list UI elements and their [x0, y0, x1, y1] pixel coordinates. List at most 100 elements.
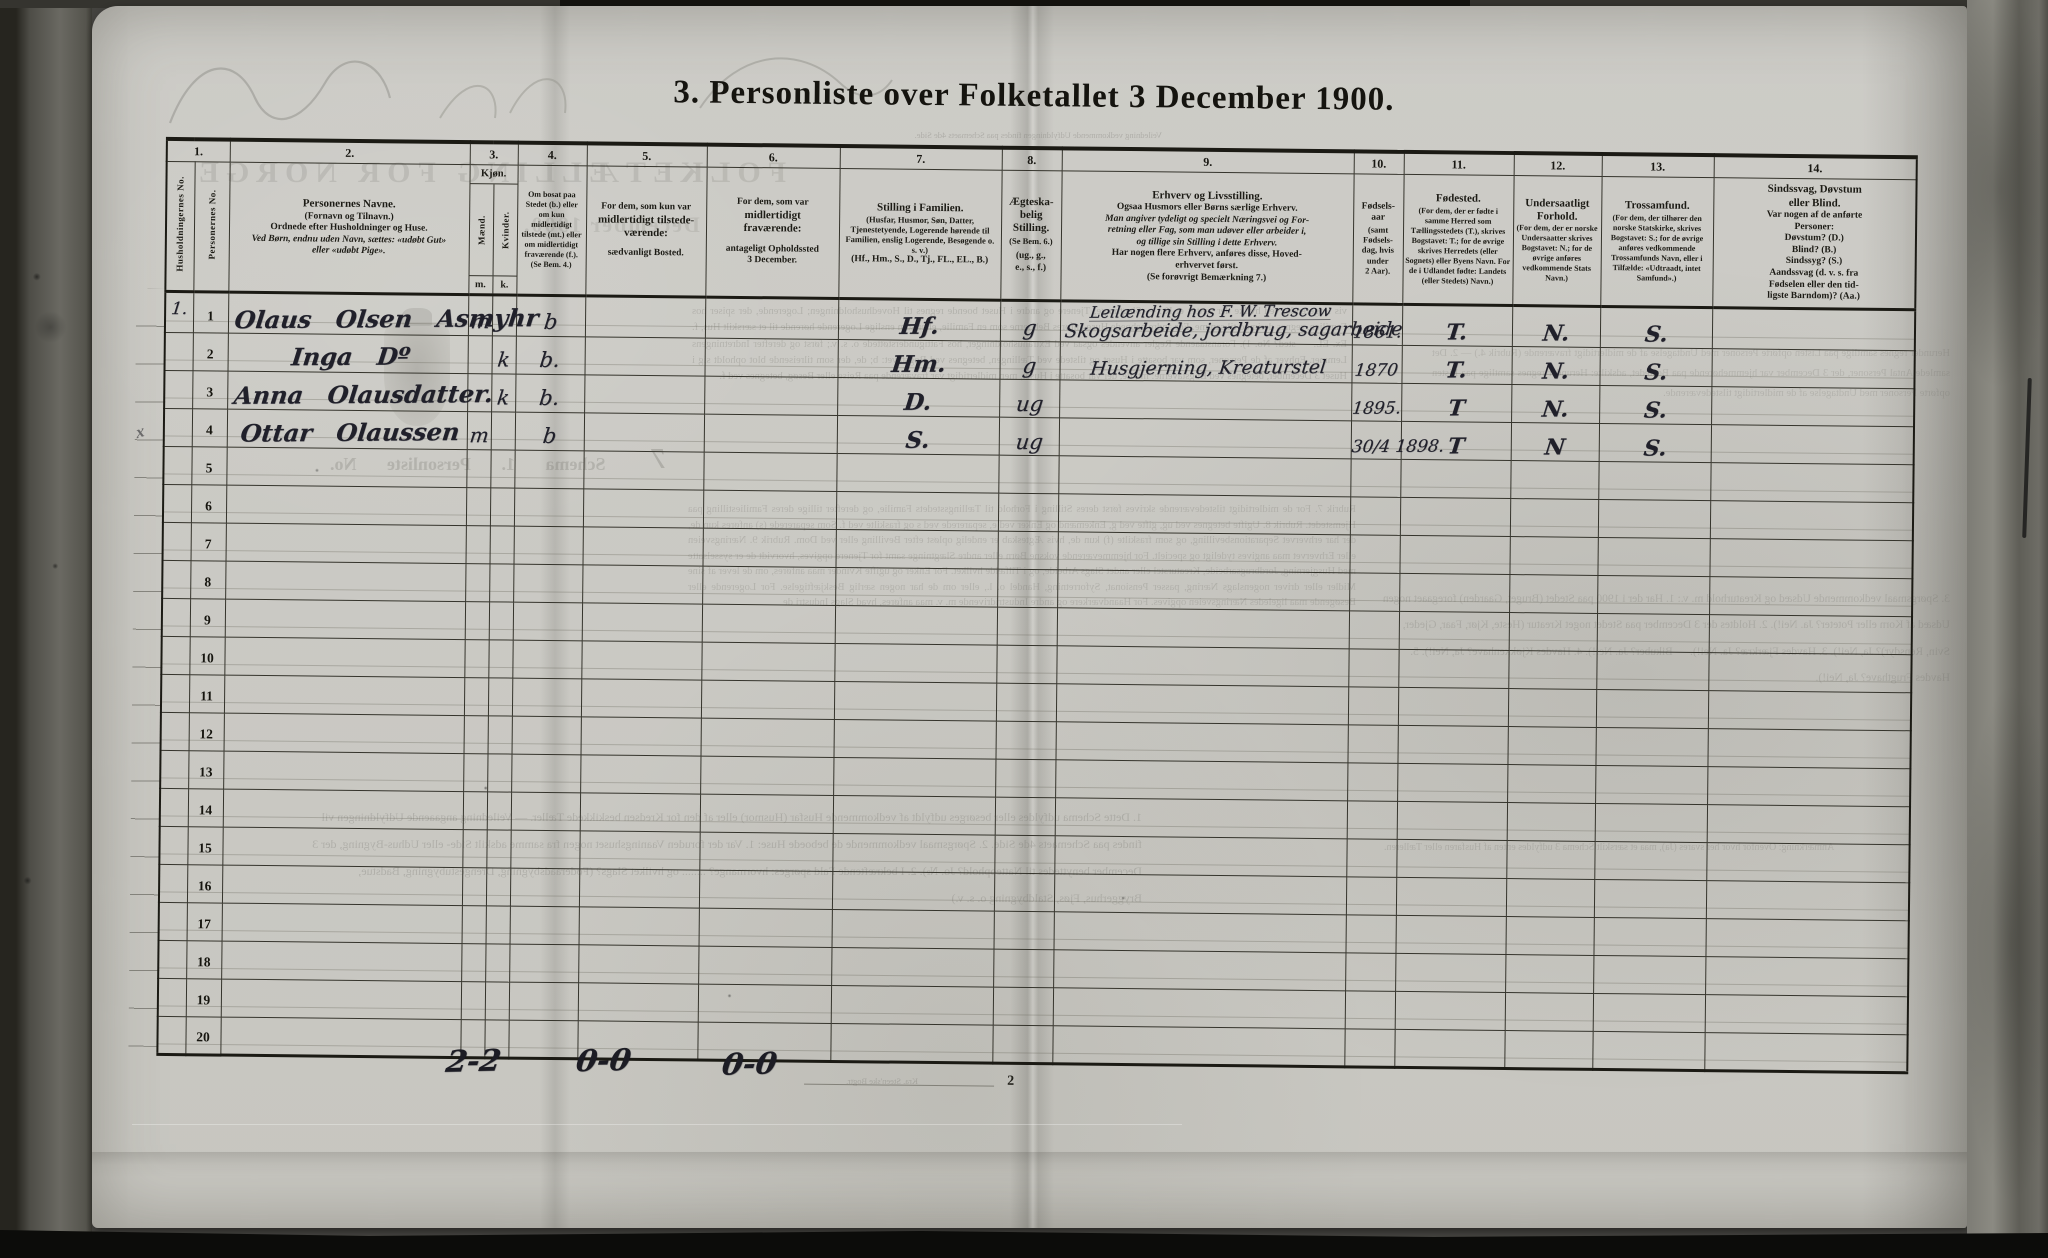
citizenship-entry: N. — [1540, 395, 1570, 423]
cell-marital — [994, 834, 1055, 874]
cell-household-no — [160, 749, 189, 789]
cell-family-position: Hm. — [837, 338, 1000, 379]
cell-occupation — [1052, 987, 1346, 1029]
cell-usual-residence — [584, 295, 706, 338]
cell-disabilities — [1706, 804, 1911, 845]
cell-usual-residence — [580, 716, 701, 756]
cell-female — [486, 829, 511, 868]
cell-religion — [1593, 954, 1706, 995]
col-num-4: 4. — [517, 142, 587, 166]
resident-mark: b. — [538, 347, 562, 372]
table-body: 1. 1 Olaus Olsen Asmyhr m b Hf. g Leilæn… — [157, 291, 1916, 1073]
cell-birth-place — [1395, 952, 1506, 993]
cell-absent — [697, 983, 832, 1023]
cell-male — [463, 753, 488, 792]
sex-label: Kjøn. — [469, 165, 518, 185]
religion-entry: S. — [1643, 320, 1669, 348]
cell-birth-place — [1399, 572, 1510, 613]
row-number: 4 — [205, 421, 213, 437]
cell-occupation — [1055, 721, 1348, 763]
cell-occupation — [1055, 759, 1348, 801]
cell-citizenship — [1508, 612, 1598, 651]
cell-marital — [997, 530, 1058, 570]
col-num-12: 12. — [1513, 153, 1602, 177]
cell-female — [490, 411, 516, 450]
col-num-2: 2. — [229, 139, 470, 165]
cell-resident — [508, 1019, 578, 1059]
cell-birth-year — [1347, 686, 1399, 725]
cell-birth-year — [1345, 876, 1397, 915]
cell-row-number: 15 — [187, 826, 223, 865]
cell-marital: ug — [999, 378, 1060, 418]
birth-place-entry: T. — [1444, 356, 1469, 384]
row-number: 10 — [200, 649, 214, 665]
cell-disabilities — [1710, 424, 1915, 465]
cell-religion — [1593, 878, 1707, 919]
cell-family-position — [834, 642, 997, 683]
cell-resident — [508, 981, 579, 1021]
cell-birth-place — [1394, 1028, 1505, 1069]
cell-absent — [700, 755, 834, 795]
cell-disabilities — [1708, 614, 1913, 655]
cell-family-position: S. — [836, 414, 1000, 455]
row-number: 8 — [204, 573, 212, 589]
cell-marital — [993, 948, 1054, 988]
cell-family-position — [833, 680, 997, 721]
cell-absent — [703, 451, 837, 491]
col-num-6: 6. — [706, 144, 840, 169]
cell-resident — [512, 639, 582, 679]
male-abbr: m. — [474, 279, 486, 291]
cell-usual-residence — [583, 412, 705, 452]
cell-religion — [1595, 726, 1708, 767]
cell-marital — [993, 872, 1055, 912]
cell-occupation: Husgjerning, Kreaturstel — [1059, 341, 1352, 383]
cell-birth-year: 1861. — [1351, 303, 1403, 345]
col-header-usual-residence: For dem, som kun var midlertidigt tilste… — [585, 165, 707, 298]
cell-row-number: 3 — [192, 370, 228, 409]
cell-birth-place — [1398, 648, 1509, 689]
family-position-entry: S. — [904, 426, 932, 454]
person-no-label: Personernes No. — [206, 188, 217, 259]
cell-male — [465, 525, 490, 564]
row-number: 13 — [198, 763, 213, 779]
cell-disabilities — [1704, 1032, 1908, 1073]
col-num-1: 1. — [166, 138, 230, 163]
cell-row-number: 18 — [186, 940, 222, 979]
cell-usual-residence — [584, 374, 705, 414]
cell-family-position — [831, 870, 995, 911]
cell-family-position: Hf. — [837, 298, 1001, 341]
cell-birth-place — [1396, 838, 1507, 879]
cell-disabilities — [1709, 576, 1913, 617]
name-entry: Ottar Olaussen — [238, 416, 462, 448]
cell-row-number: 10 — [189, 636, 225, 675]
cell-disabilities — [1705, 880, 1910, 921]
cell-religion: S. — [1599, 306, 1713, 349]
cell-absent — [699, 831, 833, 871]
cell-absent — [700, 679, 835, 719]
cell-resident — [509, 943, 579, 983]
cell-male — [462, 791, 488, 830]
cell-usual-residence — [578, 868, 700, 908]
cell-name — [221, 940, 462, 982]
cell-marital — [993, 910, 1054, 950]
cell-birth-place — [1394, 990, 1506, 1031]
cell-usual-residence — [580, 754, 701, 794]
cell-occupation — [1054, 797, 1348, 839]
cell-usual-residence — [583, 450, 704, 490]
cell-birth-year — [1346, 838, 1397, 877]
column-header-row: Husholdningernes No. Personernes No. Per… — [165, 161, 1917, 310]
cell-religion — [1594, 840, 1707, 881]
cell-resident — [509, 905, 579, 945]
cell-resident — [511, 753, 581, 793]
cell-female — [489, 487, 515, 526]
cell-birth-place — [1397, 724, 1508, 765]
cell-family-position — [836, 452, 999, 493]
cell-family-position — [830, 1022, 993, 1063]
cell-religion — [1592, 992, 1706, 1033]
male-label: Mænd. — [475, 214, 487, 245]
male-mark: m — [467, 422, 490, 447]
cell-marital — [995, 758, 1056, 798]
marital-entry: ug — [1014, 391, 1045, 416]
cell-absent — [701, 641, 835, 681]
